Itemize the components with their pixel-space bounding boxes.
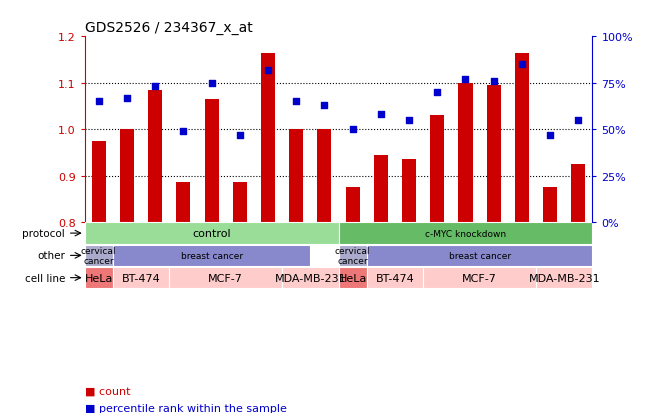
Text: HeLa: HeLa xyxy=(339,273,367,283)
Bar xyxy=(120,130,134,223)
Bar xyxy=(204,100,219,223)
Bar xyxy=(233,183,247,223)
Bar xyxy=(515,53,529,223)
Text: cell line: cell line xyxy=(25,273,65,283)
Point xyxy=(206,80,217,87)
Bar xyxy=(261,53,275,223)
Point xyxy=(94,99,104,105)
Point xyxy=(404,117,414,124)
Text: MDA-MB-231: MDA-MB-231 xyxy=(275,273,346,283)
Bar xyxy=(113,267,169,289)
Point xyxy=(291,99,301,105)
Text: protocol: protocol xyxy=(22,228,65,239)
Text: cervical
cancer: cervical cancer xyxy=(81,246,117,266)
Point xyxy=(234,132,245,139)
Bar xyxy=(543,188,557,223)
Bar xyxy=(572,164,585,223)
Bar xyxy=(169,267,282,289)
Point xyxy=(545,132,555,139)
Text: BT-474: BT-474 xyxy=(122,273,160,283)
Text: HeLa: HeLa xyxy=(85,273,113,283)
Bar xyxy=(148,90,162,223)
Bar xyxy=(339,245,367,266)
Bar xyxy=(374,155,388,223)
Bar xyxy=(85,245,113,266)
Text: MCF-7: MCF-7 xyxy=(208,273,243,283)
Bar xyxy=(317,130,331,223)
Point xyxy=(376,112,386,118)
Text: control: control xyxy=(192,228,231,239)
Point xyxy=(150,84,160,90)
Bar xyxy=(339,267,367,289)
Bar xyxy=(458,83,473,223)
Point xyxy=(263,67,273,74)
Text: cervical
cancer: cervical cancer xyxy=(335,246,370,266)
Bar xyxy=(423,267,536,289)
Text: breast cancer: breast cancer xyxy=(449,251,510,260)
Point xyxy=(573,117,583,124)
Bar xyxy=(339,223,592,244)
Point xyxy=(460,76,471,83)
Bar xyxy=(346,188,359,223)
Text: MCF-7: MCF-7 xyxy=(462,273,497,283)
Bar xyxy=(85,267,113,289)
Bar xyxy=(282,267,339,289)
Point xyxy=(432,90,443,96)
Bar xyxy=(176,183,190,223)
Bar xyxy=(113,245,311,266)
Text: MDA-MB-231: MDA-MB-231 xyxy=(529,273,600,283)
Point xyxy=(348,126,358,133)
Text: BT-474: BT-474 xyxy=(376,273,414,283)
Bar xyxy=(367,267,423,289)
Bar xyxy=(487,86,501,223)
Bar xyxy=(92,141,106,223)
Bar xyxy=(367,245,592,266)
Point xyxy=(178,128,189,135)
Text: breast cancer: breast cancer xyxy=(180,251,243,260)
Text: ■ count: ■ count xyxy=(85,386,130,396)
Bar xyxy=(85,223,339,244)
Bar xyxy=(289,130,303,223)
Point xyxy=(319,102,329,109)
Text: other: other xyxy=(37,251,65,261)
Text: c-MYC knockdown: c-MYC knockdown xyxy=(425,229,506,238)
Bar xyxy=(402,160,416,223)
Point xyxy=(488,78,499,85)
Point xyxy=(517,62,527,68)
Text: GDS2526 / 234367_x_at: GDS2526 / 234367_x_at xyxy=(85,21,253,35)
Point xyxy=(122,95,132,102)
Text: ■ percentile rank within the sample: ■ percentile rank within the sample xyxy=(85,403,286,413)
Bar xyxy=(430,116,444,223)
Bar xyxy=(536,267,592,289)
